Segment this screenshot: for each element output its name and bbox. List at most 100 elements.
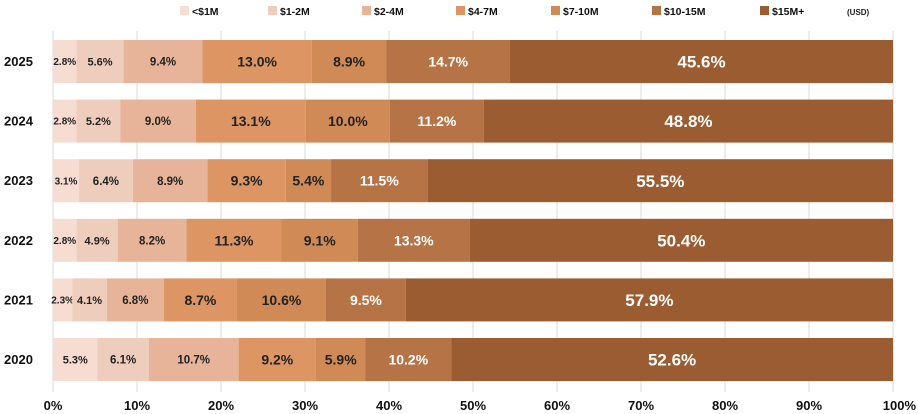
data-label: 8.9% — [333, 54, 365, 70]
legend-item: $10-15M — [652, 6, 706, 18]
x-tick-label: 60% — [544, 398, 570, 413]
bar-segment — [386, 40, 510, 83]
data-label: 57.9% — [625, 291, 673, 310]
bar-segment — [53, 338, 98, 381]
bar-segment — [281, 218, 358, 262]
data-label: 10.6% — [262, 292, 302, 308]
data-label: 8.2% — [139, 235, 165, 247]
bar-segment — [148, 338, 239, 381]
y-tick-label: 2020 — [4, 352, 33, 367]
bar-row: 5.3% 6.1% 10.7% 9.2% 5.9% 10.2% 52.6% — [53, 338, 893, 381]
legend-label: $2-4M — [374, 6, 404, 18]
bar-segment — [238, 338, 316, 381]
y-tick-label: 2023 — [4, 173, 33, 188]
data-label: 3.1% — [55, 176, 78, 187]
legend-swatch — [268, 6, 277, 15]
legend-item: <$1M — [180, 6, 219, 18]
legend-swatch — [180, 6, 189, 15]
data-label: 4.9% — [85, 235, 110, 247]
legend-swatch — [551, 6, 560, 15]
gridlines — [52, 31, 894, 392]
legend: <$1M $1-2M $2-4M $4-7M $7-10M $10-15M $15M+ — [180, 6, 804, 18]
data-label: 9.5% — [350, 292, 382, 308]
legend-label: $15M+ — [772, 6, 804, 18]
bar-segment — [202, 40, 312, 83]
x-tick-label: 70% — [628, 398, 654, 413]
data-label: 6.8% — [122, 295, 148, 307]
data-label: 10.7% — [177, 355, 210, 367]
data-label: 4.1% — [77, 295, 102, 307]
bar-segment — [76, 218, 118, 262]
bar-segment — [186, 218, 282, 262]
x-tick-label: 20% — [208, 398, 234, 413]
bar-segment — [357, 218, 470, 262]
bar-row: 3.1% 6.4% 8.9% 9.3% 5.4% 11.5% 55.5% — [53, 159, 893, 203]
bar-segment — [509, 40, 893, 83]
data-label: 52.6% — [648, 351, 696, 370]
data-label: 2.8% — [53, 57, 76, 68]
data-label: 13.1% — [231, 113, 271, 129]
data-label: 13.0% — [237, 54, 277, 70]
data-label: 14.7% — [428, 54, 468, 70]
data-label: 10.2% — [388, 352, 428, 368]
data-label: 9.4% — [150, 57, 176, 69]
legend-label: $1-2M — [280, 6, 310, 18]
bar-row: 2.8% 4.9% 8.2% 11.3% 9.1% 13.3% 50.4% — [53, 218, 893, 262]
bar-segment — [285, 159, 332, 203]
bar-segment — [305, 99, 390, 143]
bar-segment — [76, 99, 121, 143]
data-label: 48.8% — [664, 112, 712, 131]
data-label: 5.2% — [86, 116, 111, 128]
bar-segment — [405, 278, 893, 322]
bar-segment — [76, 40, 124, 83]
data-label: 8.7% — [184, 292, 216, 308]
bar-row: 2.8% 5.2% 9.0% 13.1% 10.0% 11.2% 48.8% — [53, 99, 893, 143]
y-tick-label: 2025 — [4, 54, 33, 69]
legend-item: $15M+ — [760, 6, 804, 18]
bar-segment — [53, 218, 77, 262]
x-tick-label: 90% — [796, 398, 822, 413]
legend-item: $2-4M — [362, 6, 404, 18]
legend-label: $10-15M — [664, 6, 706, 18]
bar-segment — [53, 40, 77, 83]
bar-segment — [163, 278, 237, 322]
bar-segment — [53, 159, 80, 203]
x-tick-label: 80% — [712, 398, 738, 413]
bar-segment — [483, 99, 893, 143]
data-label: 10.0% — [328, 113, 368, 129]
data-label: 6.4% — [93, 176, 119, 188]
bar-segment — [97, 338, 149, 381]
legend-item: $4-7M — [456, 6, 498, 18]
data-label: 9.3% — [231, 173, 263, 189]
bar-segment — [72, 278, 107, 322]
x-tick-label: 50% — [460, 398, 486, 413]
y-tick-label: 2022 — [4, 233, 33, 248]
legend-label: <$1M — [192, 6, 219, 18]
bar-segment — [326, 278, 406, 322]
x-tick-label: 10% — [124, 398, 150, 413]
data-label: 5.9% — [325, 352, 357, 368]
bar-segment — [311, 40, 387, 83]
bar-segment — [389, 99, 484, 143]
bar-segment — [106, 278, 164, 322]
legend-label: $7-10M — [563, 6, 599, 18]
data-label: 11.3% — [215, 232, 254, 248]
x-axis-tick-labels: 0% 10% 20% 30% 40% 50% 60% 70% 80% 90% 100% — [44, 398, 917, 413]
y-tick-label: 2021 — [4, 292, 33, 307]
data-label: 50.4% — [657, 231, 705, 250]
bar-segment — [315, 338, 366, 381]
bar-segment — [123, 40, 203, 83]
bar-segment — [79, 159, 133, 203]
data-label: 9.0% — [145, 116, 171, 128]
bar-segment — [195, 99, 306, 143]
bar-row: 2.3% 4.1% 6.8% 8.7% 10.6% 9.5% 57.9% — [51, 278, 893, 322]
bar-segment — [451, 338, 893, 381]
bar-segment — [132, 159, 208, 203]
data-label: 13.3% — [394, 232, 434, 248]
data-label: 8.9% — [157, 176, 183, 188]
bar-segment — [207, 159, 286, 203]
bar-segment — [331, 159, 428, 203]
data-label: 2.8% — [53, 117, 76, 128]
y-axis-labels: 2025 2024 2023 2022 2021 2020 — [4, 54, 34, 367]
